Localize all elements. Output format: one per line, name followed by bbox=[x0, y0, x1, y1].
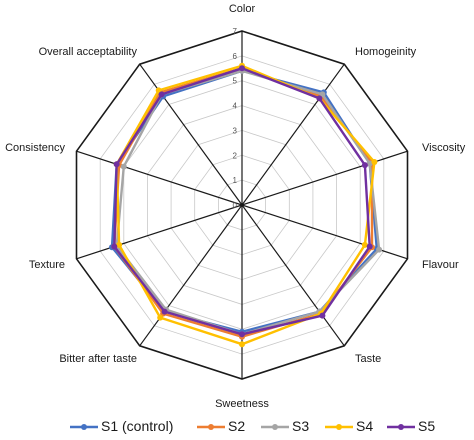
legend-item-1: S2 bbox=[197, 418, 245, 434]
spoke-2 bbox=[241, 150, 408, 206]
legend-item-3: S4 bbox=[325, 418, 373, 434]
legend-swatch-marker bbox=[336, 424, 342, 430]
series-3-point-6 bbox=[157, 314, 164, 321]
series-4-point-8 bbox=[113, 161, 120, 168]
series-4-point-1 bbox=[316, 95, 323, 102]
series-2-point-8 bbox=[120, 163, 127, 170]
tick-label-3: 3 bbox=[233, 126, 238, 135]
axis-label-texture: Texture bbox=[29, 259, 65, 271]
axis-label-overall-acceptability: Overall acceptability bbox=[39, 46, 138, 58]
axis-label-consistency: Consistency bbox=[5, 142, 65, 154]
series-4-point-5 bbox=[239, 331, 245, 338]
series-2-point-3 bbox=[376, 246, 383, 253]
legend-swatch-marker bbox=[398, 424, 404, 430]
tick-label-5: 5 bbox=[233, 77, 238, 86]
spoke-7 bbox=[76, 204, 243, 260]
legend-label: S2 bbox=[228, 418, 245, 434]
series-4-point-6 bbox=[161, 308, 168, 315]
legend-label: S1 (control) bbox=[101, 418, 173, 434]
series-4-point-2 bbox=[361, 162, 368, 169]
tick-label-4: 4 bbox=[233, 102, 238, 111]
series-2-point-2 bbox=[366, 160, 373, 167]
legend-swatch-marker bbox=[81, 424, 87, 430]
legend-item-0: S1 (control) bbox=[70, 418, 173, 434]
legend-item-4: S5 bbox=[387, 418, 435, 434]
axis-label-viscosity: Viscosity bbox=[422, 142, 466, 154]
spoke-8 bbox=[76, 150, 243, 206]
legend-label: S3 bbox=[292, 418, 309, 434]
series-4-point-3 bbox=[366, 243, 373, 250]
series-4-point-9 bbox=[158, 91, 165, 98]
legend-label: S4 bbox=[356, 418, 373, 434]
chart-legend: S1 (control) S2 S3 S4 S5 bbox=[70, 418, 435, 434]
legend-swatch-marker bbox=[208, 424, 214, 430]
axis-label-color: Color bbox=[229, 3, 256, 15]
radar-tick-labels: 0 1 2 3 4 5 6 7 bbox=[233, 27, 238, 210]
axis-label-sweetness: Sweetness bbox=[215, 398, 269, 410]
radar-grid bbox=[75, 30, 409, 380]
spoke-3 bbox=[241, 204, 408, 260]
series-3-point-5 bbox=[239, 341, 245, 348]
radar-series bbox=[109, 62, 383, 348]
spoke-9 bbox=[139, 63, 243, 206]
axis-label-flavour: Flavour bbox=[422, 259, 459, 271]
series-4 bbox=[111, 65, 373, 338]
axis-label-taste: Taste bbox=[355, 353, 381, 365]
spoke-1 bbox=[241, 63, 345, 206]
tick-label-1: 1 bbox=[233, 176, 238, 185]
series-3-point-7 bbox=[116, 241, 123, 248]
series-3-point-2 bbox=[371, 159, 378, 165]
axis-label-homogeinity: Homogeinity bbox=[355, 46, 417, 58]
axis-label-bitter-after-taste: Bitter after taste bbox=[59, 353, 137, 365]
legend-label: S5 bbox=[418, 418, 435, 434]
spoke-4 bbox=[241, 204, 345, 347]
legend-item-2: S3 bbox=[261, 418, 309, 434]
spoke-6 bbox=[139, 204, 243, 347]
series-3-point-3 bbox=[361, 241, 368, 248]
tick-label-6: 6 bbox=[233, 52, 238, 61]
tick-label-0: 0 bbox=[233, 201, 238, 210]
radar-axis-labels: Color Homogeinity Viscosity Flavour Taste Swe… bbox=[5, 3, 466, 410]
series-4-point-7 bbox=[111, 243, 118, 250]
series-4-point-0 bbox=[239, 65, 245, 72]
tick-label-7: 7 bbox=[233, 27, 238, 36]
series-4-point-4 bbox=[319, 312, 326, 319]
tick-label-2: 2 bbox=[233, 151, 238, 160]
legend-swatch-marker bbox=[272, 424, 278, 430]
